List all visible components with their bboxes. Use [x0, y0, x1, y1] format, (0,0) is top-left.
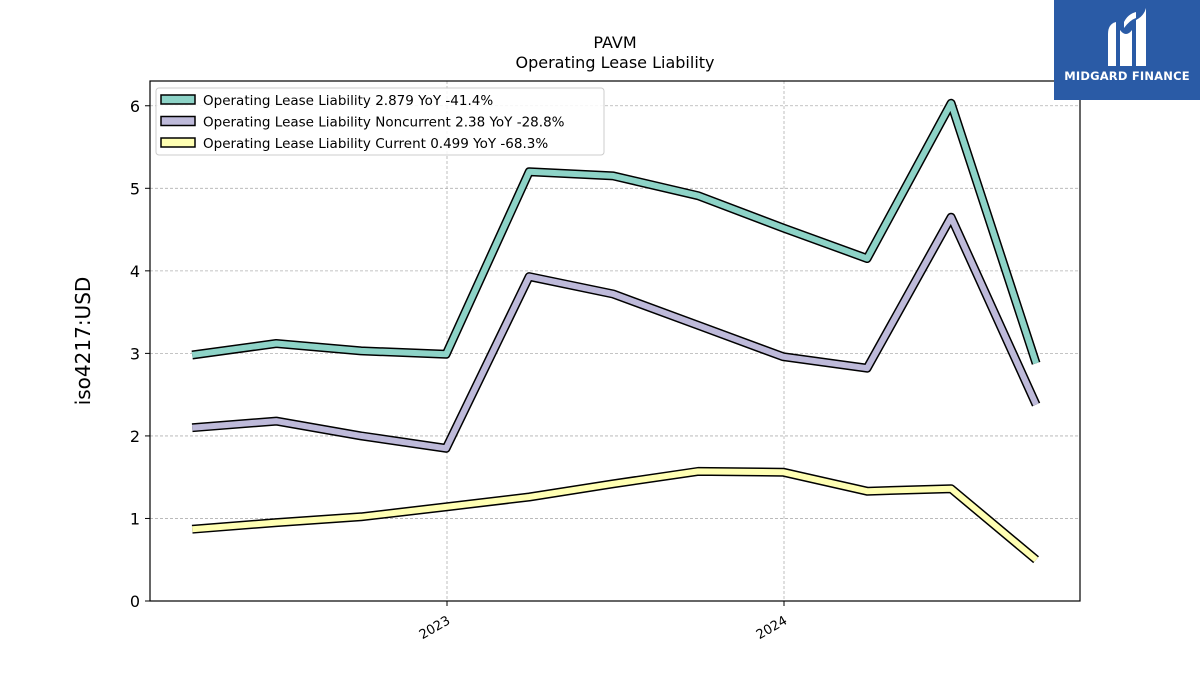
- legend-swatch: [160, 94, 196, 105]
- series-line: [191, 468, 1039, 563]
- y-axis-label: iso4217:USD: [71, 277, 95, 406]
- y-tick-label: 6: [130, 97, 140, 116]
- legend-box: [155, 87, 605, 156]
- plot-frame: [149, 80, 1081, 602]
- legend-entry: Operating Lease Liability 2.879 YoY -41.…: [203, 93, 493, 109]
- y-tick-label: 4: [130, 262, 140, 281]
- y-tick-label: 5: [130, 179, 140, 198]
- series-3: [191, 466, 1039, 564]
- x-tick-label: 2023: [417, 613, 453, 643]
- logo-mark-icon: [1108, 8, 1146, 66]
- midgard-finance-logo: MIDGARD FINANCE: [1054, 0, 1200, 100]
- series-2: [191, 212, 1041, 453]
- series-line-outline: [191, 212, 1041, 453]
- y-tick-label: 3: [130, 344, 140, 363]
- y-tick-label: 1: [130, 509, 140, 528]
- series-line: [191, 100, 1039, 365]
- legend-swatch: [160, 137, 196, 148]
- series-1: [191, 98, 1041, 365]
- y-tick-label: 0: [130, 592, 140, 611]
- series-lines: [191, 98, 1041, 564]
- chart-title: PAVM: [593, 33, 636, 52]
- chart-subtitle: Operating Lease Liability: [515, 53, 714, 72]
- x-axis: 2023 2024: [417, 601, 790, 643]
- logo-text: MIDGARD FINANCE: [1064, 69, 1190, 83]
- legend-swatch: [160, 115, 196, 127]
- legend-entry: Operating Lease Liability Noncurrent 2.3…: [203, 115, 565, 131]
- y-axis: 0 1 2 3 4 5 6: [130, 97, 150, 611]
- legend-entry: Operating Lease Liability Current 0.499 …: [203, 136, 548, 152]
- series-line: [191, 214, 1039, 452]
- y-tick-label: 2: [130, 427, 140, 446]
- x-tick-label: 2024: [754, 613, 790, 643]
- legend: Operating Lease Liability 2.879 YoY -41.…: [155, 87, 605, 156]
